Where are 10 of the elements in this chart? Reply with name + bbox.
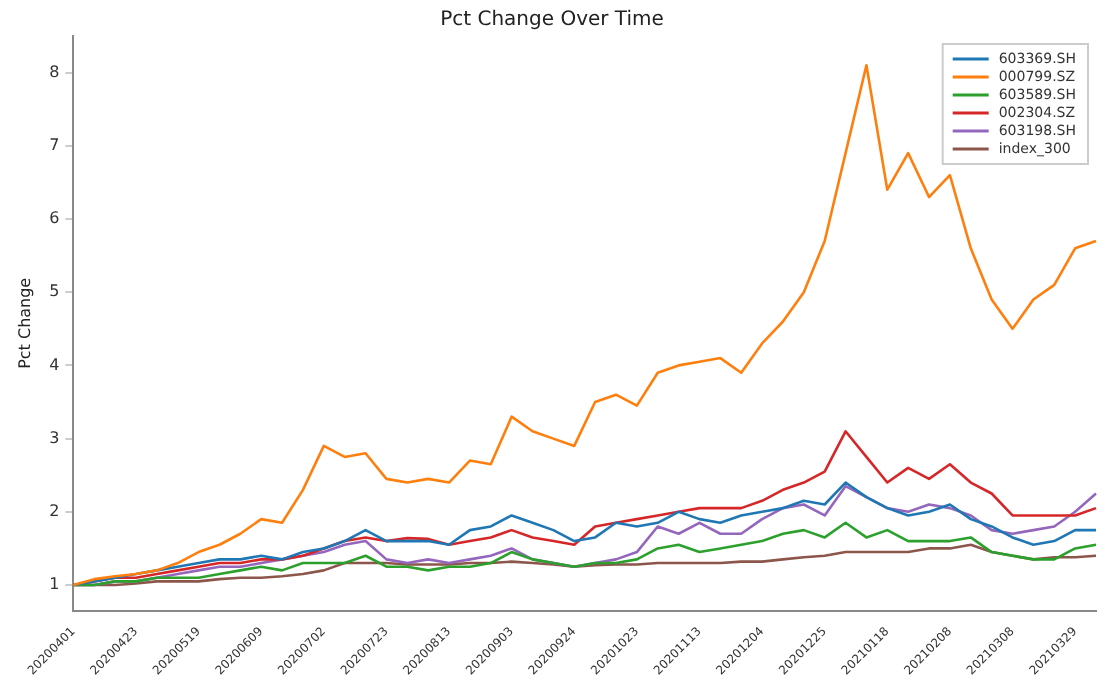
y-tick-label: 3 [49, 428, 60, 447]
y-tick-label: 4 [49, 355, 60, 374]
y-tick-label: 2 [49, 501, 60, 520]
y-tick-label: 7 [49, 135, 60, 154]
y-axis-title: Pct Change [15, 277, 34, 369]
y-tick-label: 1 [49, 575, 60, 594]
y-tick-label: 8 [49, 62, 60, 81]
y-tick-label: 6 [49, 209, 60, 228]
chart-title: Pct Change Over Time [440, 9, 664, 32]
y-tick-label: 5 [49, 282, 60, 301]
